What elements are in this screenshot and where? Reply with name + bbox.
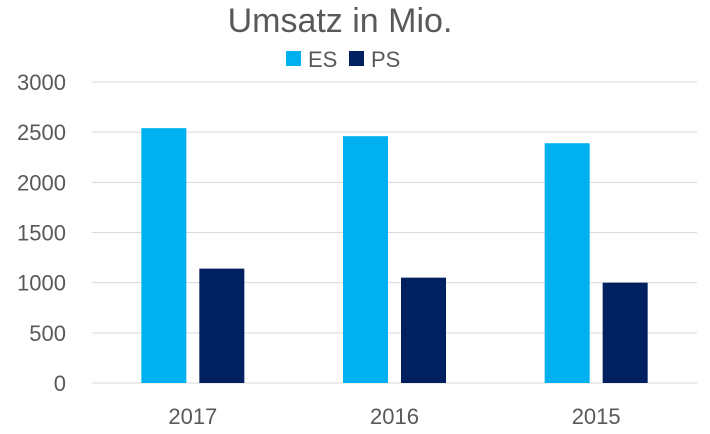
x-tick-label: 2016 (370, 404, 419, 429)
bar-es-2016 (343, 136, 388, 383)
x-tick-label: 2017 (168, 404, 217, 429)
bar-ps-2017 (199, 268, 245, 383)
chart-title: Umsatz in Mio. (228, 2, 453, 40)
legend-label-ps: PS (371, 47, 400, 72)
bar-ps-2016 (401, 277, 446, 383)
x-axis-ticks: 2017 2016 2015 (168, 404, 620, 429)
y-tick-label: 3000 (17, 70, 66, 95)
y-tick-label: 500 (29, 321, 66, 346)
bars (141, 128, 648, 383)
legend: ES PS (286, 47, 400, 72)
y-tick-label: 2500 (17, 120, 66, 145)
bar-es-2017 (141, 128, 187, 383)
y-tick-label: 0 (54, 371, 66, 396)
legend-swatch-es (286, 51, 301, 66)
y-tick-label: 2000 (17, 170, 66, 195)
bar-ps-2015 (602, 282, 648, 383)
legend-swatch-ps (349, 51, 364, 66)
y-tick-label: 1000 (17, 271, 66, 296)
y-tick-label: 1500 (17, 221, 66, 246)
legend-label-es: ES (308, 47, 337, 72)
bar-es-2015 (544, 143, 590, 383)
x-tick-label: 2015 (572, 404, 621, 429)
gridlines (92, 81, 697, 384)
y-axis-ticks: 0 500 1000 1500 2000 2500 3000 (17, 70, 66, 396)
